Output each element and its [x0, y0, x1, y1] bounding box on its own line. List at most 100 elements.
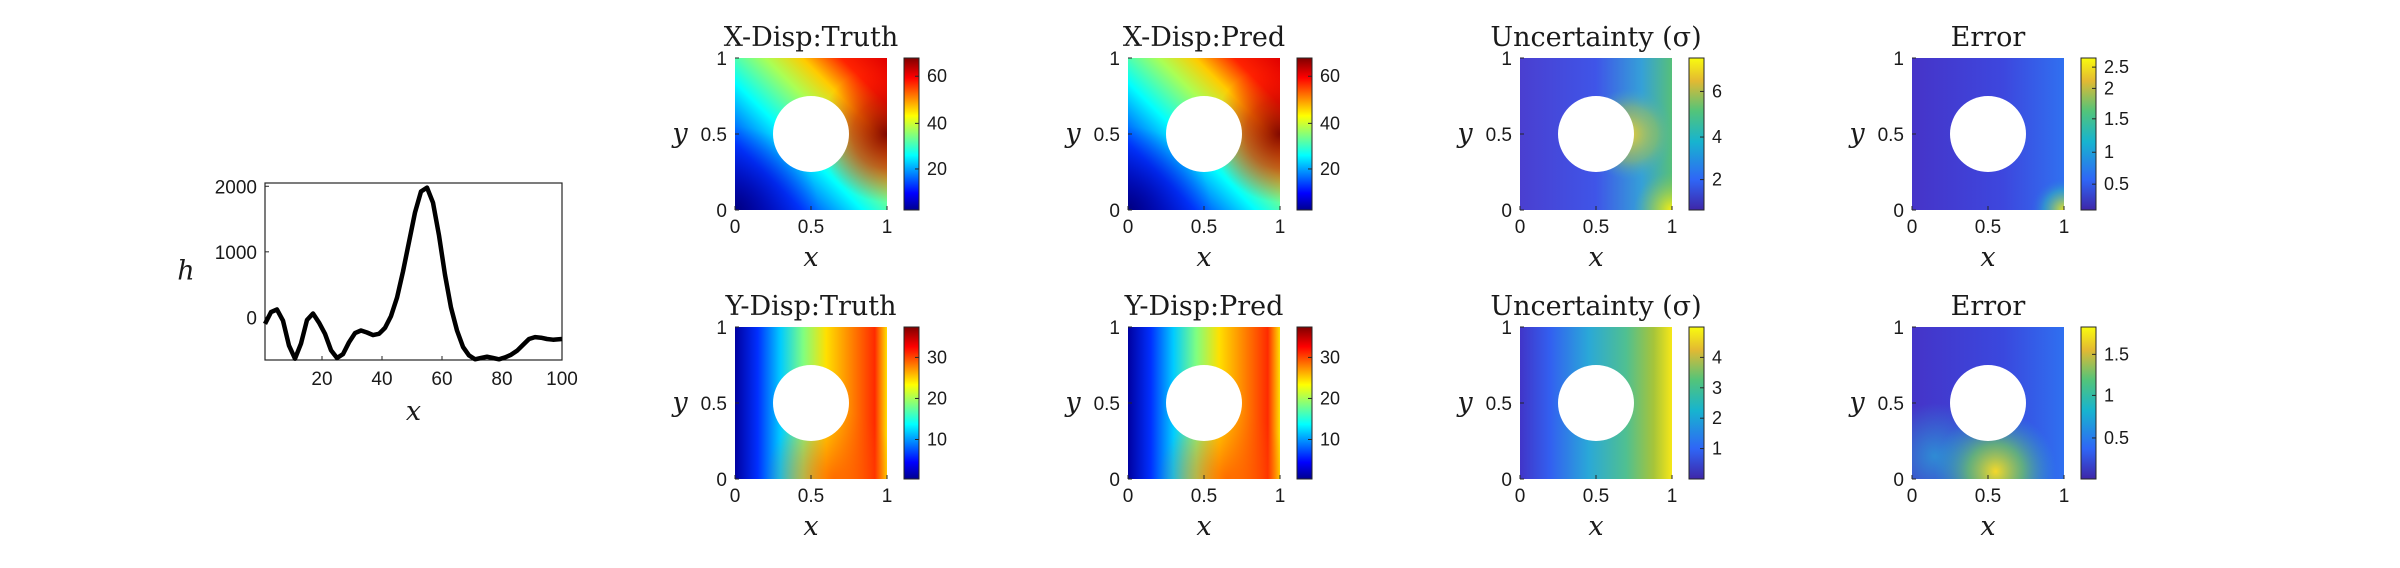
y-tick-label: 0: [1109, 201, 1120, 222]
x-tick-label: 80: [491, 369, 512, 390]
y-tick-label: 1: [1109, 49, 1120, 70]
x-tick-label: 1: [2059, 486, 2070, 507]
panel-title: Error: [1951, 22, 2026, 53]
hole-circle: [773, 365, 849, 441]
colorbar-tick-label: 20: [927, 159, 947, 179]
x-tick-label: 0: [730, 217, 741, 238]
colorbar-tick-label: 6: [1712, 81, 1722, 101]
y-tick-label: 1: [1893, 318, 1904, 339]
colorbar-tick-label: 1: [2104, 385, 2114, 405]
y-tick-label: 1: [1109, 318, 1120, 339]
colorbar-tick-label: 4: [1712, 347, 1722, 367]
colorbar-tick-label: 1.5: [2104, 344, 2129, 364]
y-axis-label: y: [1456, 387, 1473, 418]
colorbar-tick-label: 60: [1320, 66, 1340, 86]
x-axis-label: x: [803, 511, 818, 542]
colorbar-tick-label: 1: [1712, 439, 1722, 459]
h-series-line: [262, 185, 563, 362]
colorbar-tick-label: 10: [927, 429, 947, 449]
x-tick-label: 0.5: [1583, 486, 1609, 507]
hole-circle: [1950, 96, 2026, 172]
y-tick-label: 0: [1501, 470, 1512, 491]
y-tick-label: 0: [716, 201, 727, 222]
heatmap-panel: 0 0.5 1 0 0.5 1 Error x y 0.5 1 1.5: [1848, 291, 2129, 542]
colorbar-tick-label: 2: [2104, 78, 2114, 98]
x-tick-label: 1: [1667, 486, 1678, 507]
colorbar-tick-label: 40: [1320, 113, 1340, 133]
x-axis-label: x: [803, 242, 818, 273]
hole-circle: [773, 96, 849, 172]
colorbar-tick-label: 20: [927, 388, 947, 408]
panel-title: X-Disp:Truth: [724, 22, 898, 53]
y-axis-label: y: [1456, 118, 1473, 149]
x-axis-label: x: [1588, 511, 1603, 542]
colorbar: [2080, 57, 2097, 211]
colorbar-tick-label: 2: [1712, 408, 1722, 428]
x-tick-label: 40: [371, 369, 392, 390]
y-axis-label: y: [1064, 387, 1081, 418]
y-tick-label: 1: [1893, 49, 1904, 70]
colorbar-tick-label: 1.5: [2104, 109, 2129, 129]
colorbar-tick-label: 30: [927, 347, 947, 367]
x-tick-label: 1: [1275, 217, 1286, 238]
y-tick-label: 0: [1893, 201, 1904, 222]
x-tick-label: 0: [1515, 486, 1526, 507]
colorbar-tick-label: 1: [2104, 142, 2114, 162]
x-tick-label: 60: [431, 369, 452, 390]
panel-title: Error: [1951, 291, 2026, 322]
y-tick-label: 0.5: [701, 394, 727, 415]
y-tick-label: 0: [716, 470, 727, 491]
hole-circle: [1558, 365, 1634, 441]
hole-circle: [1950, 365, 2026, 441]
colorbar-tick-label: 2.5: [2104, 57, 2129, 77]
colorbar-tick-label: 0.5: [2104, 428, 2129, 448]
y-axis-label: y: [1064, 118, 1081, 149]
x-tick-label: 0: [1907, 217, 1918, 238]
colorbar: [1296, 57, 1313, 211]
x-axis-label: x: [1588, 242, 1603, 273]
hole-circle: [1166, 96, 1242, 172]
y-tick-label: 1000: [215, 243, 257, 264]
colorbar: [1296, 326, 1313, 480]
x-tick-label: 1: [2059, 217, 2070, 238]
y-axis-label: y: [1848, 118, 1865, 149]
colorbar-tick-label: 40: [927, 113, 947, 133]
y-tick-label: 0.5: [1094, 394, 1120, 415]
x-tick-label: 1: [1275, 486, 1286, 507]
x-tick-label: 0: [1515, 217, 1526, 238]
y-tick-label: 0.5: [1486, 394, 1512, 415]
x-tick-label: 0.5: [1975, 486, 2001, 507]
colorbar: [2080, 326, 2097, 480]
x-tick-label: 0: [1907, 486, 1918, 507]
x-axis-label: x: [1980, 511, 1995, 542]
x-tick-label: 0: [1123, 217, 1134, 238]
colorbar: [1688, 57, 1705, 211]
x-tick-label: 100: [546, 369, 578, 390]
y-tick-label: 0: [1893, 470, 1904, 491]
y-tick-label: 0: [1501, 201, 1512, 222]
line-axes-box: [264, 182, 563, 361]
y-axis-label: y: [671, 387, 688, 418]
x-tick-label: 0.5: [798, 217, 824, 238]
x-axis-label: x: [1196, 511, 1211, 542]
y-tick-label: 0.5: [1878, 394, 1904, 415]
y-tick-label: 1: [1501, 49, 1512, 70]
colorbar-tick-label: 60: [927, 66, 947, 86]
colorbar-tick-label: 4: [1712, 127, 1722, 147]
x-tick-label: 0.5: [1191, 486, 1217, 507]
x-tick-label: 0: [1123, 486, 1134, 507]
x-axis-label: x: [1980, 242, 1995, 273]
x-tick-label: 0: [730, 486, 741, 507]
y-axis-label: y: [1848, 387, 1865, 418]
panel-title: Uncertainty (σ): [1490, 291, 1701, 322]
colorbar-tick-label: 20: [1320, 388, 1340, 408]
colorbar-tick-label: 20: [1320, 159, 1340, 179]
y-axis-label: h: [177, 256, 194, 287]
